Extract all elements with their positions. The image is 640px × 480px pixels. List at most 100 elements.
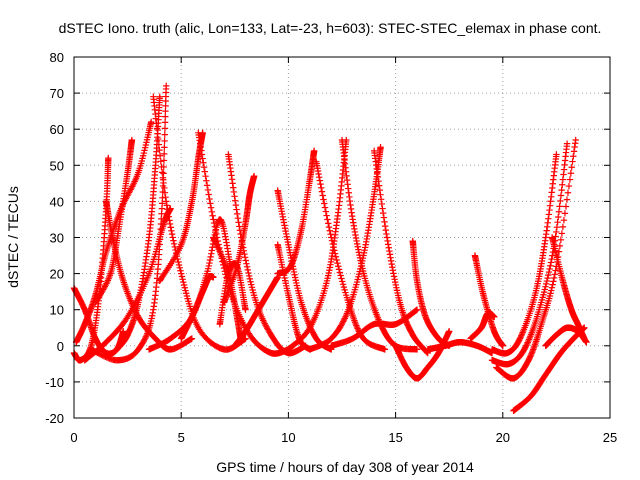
data-point bbox=[570, 148, 578, 155]
data-point bbox=[165, 213, 172, 220]
y-tick-label: 10 bbox=[50, 303, 64, 318]
data-point bbox=[336, 269, 344, 276]
data-point bbox=[555, 213, 562, 221]
data-point bbox=[168, 230, 176, 238]
x-tick-label: 15 bbox=[388, 430, 402, 445]
data-point bbox=[327, 231, 334, 238]
data-point bbox=[550, 274, 558, 282]
data-point bbox=[161, 184, 168, 192]
data-point bbox=[230, 188, 238, 196]
data-point bbox=[240, 247, 248, 255]
data-point bbox=[324, 216, 331, 223]
data-point bbox=[381, 218, 388, 226]
data-point bbox=[317, 180, 324, 188]
data-point bbox=[242, 257, 249, 264]
data-point bbox=[206, 256, 214, 264]
data-point bbox=[161, 131, 168, 138]
series-arc-08 bbox=[81, 205, 174, 364]
data-point bbox=[201, 168, 208, 175]
data-point bbox=[569, 158, 576, 165]
data-point bbox=[382, 226, 390, 234]
data-point bbox=[168, 227, 175, 235]
data-point bbox=[379, 205, 386, 212]
data-point bbox=[178, 273, 186, 280]
data-point bbox=[179, 276, 186, 283]
data-point bbox=[142, 335, 149, 342]
data-point bbox=[199, 155, 206, 162]
data-point bbox=[156, 93, 163, 100]
data-point bbox=[167, 224, 174, 231]
data-point bbox=[170, 237, 177, 244]
data-point bbox=[377, 144, 384, 151]
data-point bbox=[570, 153, 577, 160]
data-point bbox=[197, 143, 204, 151]
data-point bbox=[319, 192, 326, 199]
data-point bbox=[316, 173, 323, 181]
data-point bbox=[212, 227, 219, 234]
y-tick-label: 20 bbox=[50, 267, 64, 282]
data-point bbox=[568, 164, 575, 171]
data-point bbox=[200, 163, 208, 171]
series-arc-29 bbox=[392, 328, 453, 382]
data-point bbox=[557, 192, 565, 199]
data-point bbox=[154, 135, 162, 143]
data-point bbox=[550, 278, 557, 285]
x-tick-label: 5 bbox=[178, 430, 185, 445]
data-point bbox=[549, 281, 556, 288]
data-point bbox=[207, 253, 214, 261]
data-point bbox=[204, 186, 212, 194]
data-point bbox=[161, 137, 168, 145]
data-point bbox=[169, 234, 176, 241]
data-point bbox=[338, 275, 345, 282]
data-layer bbox=[70, 82, 590, 414]
data-point bbox=[323, 212, 330, 219]
data-point bbox=[320, 196, 327, 203]
data-point bbox=[231, 197, 239, 204]
data-point bbox=[206, 259, 213, 267]
series-arc-10 bbox=[156, 129, 206, 285]
data-point bbox=[156, 146, 163, 154]
y-tick-label: 0 bbox=[57, 339, 64, 354]
data-point bbox=[162, 198, 170, 205]
data-point bbox=[564, 189, 572, 196]
data-point bbox=[375, 177, 382, 185]
data-point bbox=[140, 337, 147, 345]
y-tick-label: 30 bbox=[50, 231, 64, 246]
data-point bbox=[553, 223, 561, 231]
data-point bbox=[239, 240, 246, 248]
data-point bbox=[246, 275, 254, 283]
series-arc-05 bbox=[92, 136, 136, 306]
data-point bbox=[310, 147, 318, 155]
data-point bbox=[229, 180, 236, 187]
data-point bbox=[207, 204, 215, 211]
data-point bbox=[160, 150, 168, 158]
y-axis-title: dSTEC / TECUs bbox=[5, 186, 21, 288]
x-axis-title: GPS time / hours of day 308 of year 2014 bbox=[216, 459, 474, 475]
data-point bbox=[161, 119, 169, 126]
data-point bbox=[162, 82, 170, 90]
data-point bbox=[236, 223, 243, 230]
data-point bbox=[557, 197, 564, 205]
data-point bbox=[337, 272, 344, 279]
data-point bbox=[558, 230, 566, 237]
y-tick-label: 70 bbox=[50, 86, 64, 101]
data-point bbox=[354, 325, 361, 332]
data-point bbox=[231, 193, 238, 200]
data-point bbox=[160, 157, 168, 164]
data-point bbox=[120, 328, 127, 335]
data-point bbox=[321, 204, 329, 211]
data-point bbox=[205, 191, 212, 198]
data-point bbox=[241, 250, 248, 258]
data-point bbox=[239, 244, 247, 251]
data-point bbox=[208, 208, 216, 215]
data-point bbox=[157, 158, 165, 165]
data-point bbox=[339, 281, 347, 288]
data-point bbox=[377, 191, 384, 198]
y-tick-label: 80 bbox=[50, 50, 64, 65]
data-point bbox=[381, 346, 389, 353]
data-point bbox=[544, 274, 551, 282]
data-point bbox=[198, 151, 206, 158]
data-point bbox=[559, 223, 567, 231]
data-point bbox=[315, 170, 322, 178]
